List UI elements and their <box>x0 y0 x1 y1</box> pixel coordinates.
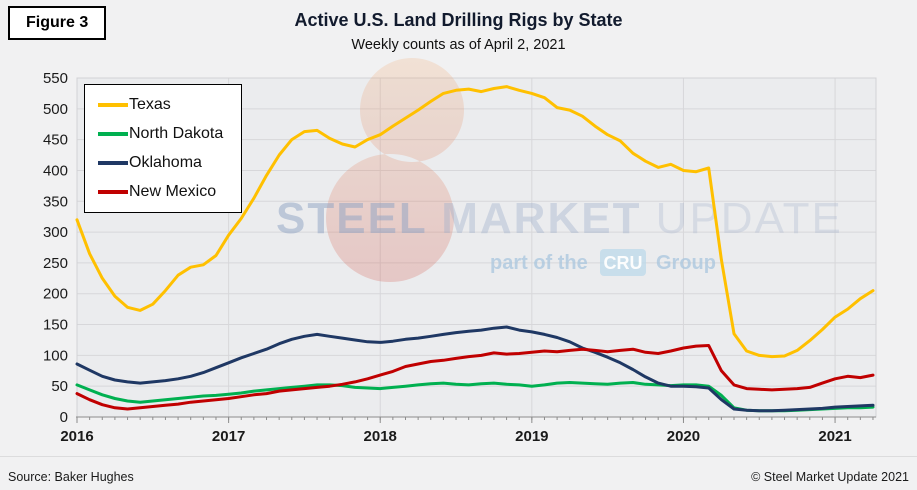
cru-badge <box>600 249 646 276</box>
x-tick-label: 2020 <box>667 428 700 445</box>
y-tick-label: 550 <box>43 70 68 87</box>
x-tick-label: 2016 <box>60 428 93 445</box>
series-line-texas <box>75 85 875 359</box>
y-tick-label: 100 <box>43 347 68 364</box>
y-tick-label: 450 <box>43 132 68 149</box>
north-dakota-line-swatch-icon <box>98 132 128 136</box>
legend-item-oklahoma: Oklahoma <box>98 154 223 172</box>
figure-label: Figure 3 <box>8 6 107 40</box>
legend-label: Texas <box>129 96 171 113</box>
y-tick-label: 350 <box>43 193 68 210</box>
y-tick-label: 400 <box>43 162 68 179</box>
legend-item-north-dakota: North Dakota <box>98 125 223 143</box>
tagline-prefix: part of the <box>490 252 588 274</box>
x-tick-label: 2019 <box>515 428 548 445</box>
series-line-oklahoma <box>75 325 875 413</box>
source-note: Source: Baker Hughes <box>8 470 134 484</box>
chart-legend: Texas North Dakota Oklahoma New Mexico <box>84 84 243 213</box>
x-tick-label: 2018 <box>364 428 397 445</box>
x-tick-label: 2021 <box>818 428 851 445</box>
y-tick-label: 250 <box>43 255 68 272</box>
watermark-tagline: part of the CRU Group <box>490 249 716 276</box>
watermark: STEEL MARKET UPDATE part of the CRU Grou… <box>276 58 843 282</box>
legend-item-texas: Texas <box>98 96 223 114</box>
y-tick-label: 200 <box>43 286 68 303</box>
crescent-logo-icon <box>326 58 465 282</box>
series-line-new-mexico <box>75 344 875 411</box>
legend-item-new-mexico: New Mexico <box>98 183 223 201</box>
new-mexico-line-swatch-icon <box>98 190 128 194</box>
oklahoma-line-swatch-icon <box>98 161 128 165</box>
y-tick-label: 0 <box>60 409 68 426</box>
series-layer <box>75 85 875 413</box>
watermark-text: STEEL MARKET UPDATE <box>276 194 843 243</box>
y-tick-label: 500 <box>43 101 68 118</box>
y-tick-label: 300 <box>43 224 68 241</box>
tagline-suffix: Group <box>656 252 716 274</box>
legend-label: Oklahoma <box>129 154 202 171</box>
y-tick-label: 50 <box>51 378 68 395</box>
chart-title: Active U.S. Land Drilling Rigs by State <box>294 10 623 30</box>
tagline-badge: CRU <box>604 253 643 273</box>
copyright-note: © Steel Market Update 2021 <box>751 470 909 484</box>
chart-subtitle: Weekly counts as of April 2, 2021 <box>351 37 566 53</box>
legend-label: North Dakota <box>129 125 224 142</box>
legend-label: New Mexico <box>129 183 217 200</box>
y-tick-label: 150 <box>43 317 68 334</box>
x-tick-label: 2017 <box>212 428 245 445</box>
footer-divider <box>0 456 917 457</box>
axis-layer: 2016 2017 2018 2019 2020 2021 0 50 100 150 200 250 3… <box>43 70 876 445</box>
texas-line-swatch-icon <box>98 103 128 107</box>
